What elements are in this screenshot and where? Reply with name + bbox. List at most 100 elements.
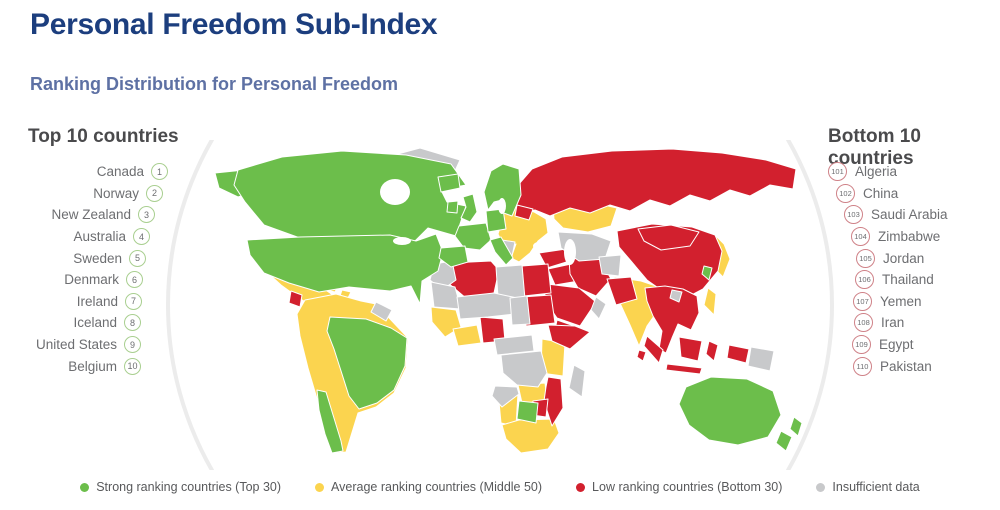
region-borneo (678, 336, 703, 362)
legend-label: Average ranking countries (Middle 50) (331, 480, 543, 494)
rank-badge: 104 (851, 227, 870, 247)
region-central-africa (493, 334, 535, 356)
list-item: 109 Egypt (852, 334, 1000, 356)
region-laos (669, 289, 683, 303)
region-angola (491, 385, 520, 408)
rank-badge: 7 (125, 292, 142, 310)
water-overlays (380, 179, 576, 265)
country-name: China (863, 185, 899, 201)
region-scandinavia (483, 163, 522, 217)
world-map-area (150, 140, 850, 470)
region-taiwan (701, 265, 713, 281)
water-baltic-sea (498, 198, 506, 214)
region-guatemala (288, 290, 303, 308)
rank-badge: 110 (853, 356, 872, 376)
region-belarus (514, 204, 534, 221)
rank-badge: 108 (854, 313, 873, 333)
country-name: New Zealand (51, 207, 131, 223)
water-hudson-bay (380, 179, 410, 205)
region-afghanistan (598, 254, 622, 277)
list-item: 110 Pakistan (853, 355, 1000, 377)
rank-badge: 8 (124, 314, 141, 332)
strong-color-dot-icon (80, 482, 90, 492)
country-name: Jordan (883, 250, 925, 266)
country-name: Australia (73, 229, 126, 245)
region-russia (514, 148, 797, 217)
rank-badge: 106 (855, 270, 874, 290)
region-west-papua (726, 344, 750, 364)
region-italy (489, 236, 514, 266)
rank-badge: 107 (853, 291, 872, 311)
water-caspian-sea (564, 239, 576, 265)
region-germany-central-europe (485, 208, 507, 233)
rank-badge: 102 (836, 183, 855, 203)
country-name: Saudi Arabia (871, 207, 948, 223)
country-name: Ireland (76, 293, 118, 309)
region-brazil (326, 316, 408, 410)
list-item: New Zealand 3 (10, 204, 155, 226)
region-oman (590, 296, 607, 320)
rank-badge: 5 (129, 249, 146, 267)
legend-item-low: Low ranking countries (Bottom 30) (576, 480, 782, 494)
rank-badge: 4 (133, 228, 150, 246)
region-ghana-ivory-coast (452, 324, 482, 347)
section-subtitle: Ranking Distribution for Personal Freedo… (30, 74, 399, 94)
region-drc (500, 350, 548, 388)
country-name: Canada (96, 164, 144, 180)
list-item: 106 Thailand (855, 269, 1000, 291)
page-title: Personal Freedom Sub-Index (30, 8, 438, 41)
region-chile (316, 389, 344, 454)
list-item: Norway 2 (10, 183, 163, 205)
country-name: Yemen (880, 293, 922, 309)
list-item: Ireland 7 (10, 291, 142, 313)
region-mozambique (543, 376, 564, 427)
bottom10-list: 101 Algeria 102 China 103 Saudi Arabia 104 Z… (820, 161, 1000, 377)
legend-label: Insufficient data (832, 480, 920, 494)
list-item: Canada 1 (10, 161, 168, 183)
region-canada (233, 150, 467, 242)
region-eastern-europe (497, 204, 549, 263)
rank-badge: 1 (151, 163, 168, 181)
strong-ranking-regions (214, 150, 803, 454)
region-chad (509, 295, 531, 326)
country-name: Denmark (64, 272, 119, 288)
legend-item-average: Average ranking countries (Middle 50) (315, 480, 542, 494)
region-ethiopia-horn (547, 324, 591, 350)
low-ranking-regions (288, 148, 797, 427)
region-sri-lanka (636, 349, 647, 362)
list-item: 101 Algeria (828, 161, 1000, 183)
region-china (616, 223, 723, 300)
country-name: Thailand (882, 272, 934, 288)
water-black-sea (533, 241, 553, 251)
list-item: 107 Yemen (853, 291, 1000, 313)
region-sumatra (643, 335, 664, 364)
region-madagascar (568, 364, 586, 398)
region-philippines (703, 287, 717, 316)
legend: Strong ranking countries (Top 30) Averag… (0, 480, 1000, 494)
list-item: 104 Zimbabwe (851, 226, 1000, 248)
bottom10-heading: Bottom 10 countries (828, 126, 921, 169)
list-item: Sweden 5 (10, 247, 146, 269)
globe-arc-decoration (166, 140, 834, 470)
region-java (665, 363, 703, 375)
region-ireland (446, 200, 459, 214)
world-choropleth-map (166, 140, 834, 470)
rank-badge: 3 (138, 206, 155, 224)
list-item: 105 Jordan (856, 247, 1000, 269)
country-name: Zimbabwe (878, 229, 941, 245)
legend-item-strong: Strong ranking countries (Top 30) (80, 480, 281, 494)
country-name: Iceland (73, 315, 117, 331)
region-australia (678, 376, 782, 446)
legend-label: Strong ranking countries (Top 30) (96, 480, 282, 494)
rank-badge: 9 (124, 336, 141, 354)
region-botswana (516, 400, 539, 424)
list-item: Belgium 10 (10, 355, 141, 377)
region-france (454, 222, 492, 251)
rank-badge: 10 (124, 357, 141, 375)
region-mongolia (637, 224, 700, 251)
country-name: Algeria (855, 164, 898, 180)
top10-heading: Top 10 countries (28, 126, 179, 147)
average-color-dot-icon (315, 482, 325, 492)
list-item: 103 Saudi Arabia (844, 204, 1000, 226)
country-name: Iran (881, 315, 905, 331)
